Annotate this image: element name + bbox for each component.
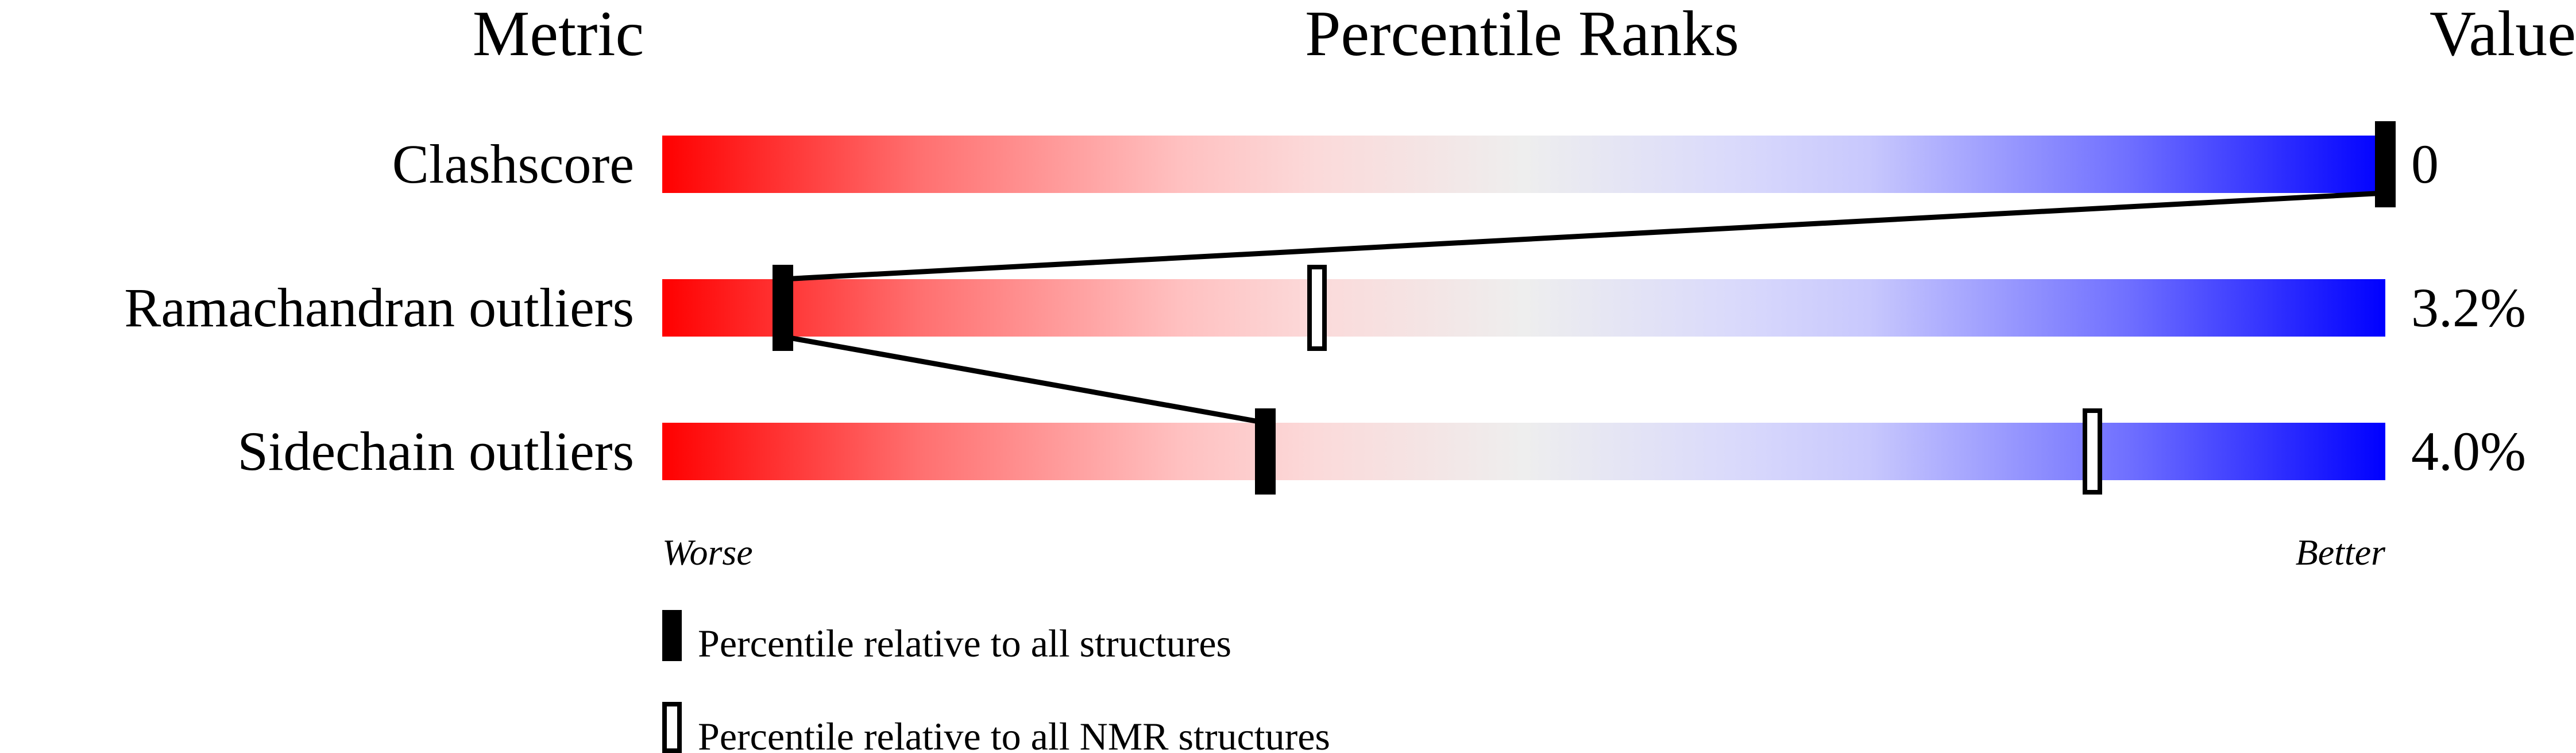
- marker-all: [2375, 121, 2396, 207]
- metric-label: Clashscore: [392, 133, 634, 195]
- marker-nmr: [2083, 408, 2102, 495]
- percentile-bar: [662, 423, 2385, 480]
- legend-nmr-label: Percentile relative to all NMR structure…: [698, 715, 1330, 753]
- marker-all: [1255, 408, 1276, 495]
- legend-all-label: Percentile relative to all structures: [698, 621, 1231, 665]
- marker-all: [773, 265, 793, 351]
- marker-nmr: [1307, 265, 1327, 351]
- legend-nmr-swatch: [662, 702, 682, 753]
- header-metric: Metric: [473, 0, 644, 69]
- header-percentile-ranks: Percentile Ranks: [1305, 0, 1739, 69]
- connector-line: [782, 190, 2386, 282]
- worse-label: Worse: [662, 532, 753, 573]
- metric-value: 3.2%: [2411, 277, 2526, 338]
- connector-line: [782, 334, 1266, 426]
- legend-all-swatch: [662, 610, 682, 661]
- better-label: Better: [2296, 532, 2386, 573]
- metric-label: Sidechain outliers: [237, 420, 634, 482]
- percentile-bar: [662, 279, 2385, 337]
- metric-value: 4.0%: [2411, 420, 2526, 482]
- header-value: Value: [2430, 0, 2576, 69]
- metric-label: Ramachandran outliers: [124, 277, 634, 338]
- metric-value: 0: [2411, 133, 2439, 195]
- percentile-bar: [662, 136, 2385, 193]
